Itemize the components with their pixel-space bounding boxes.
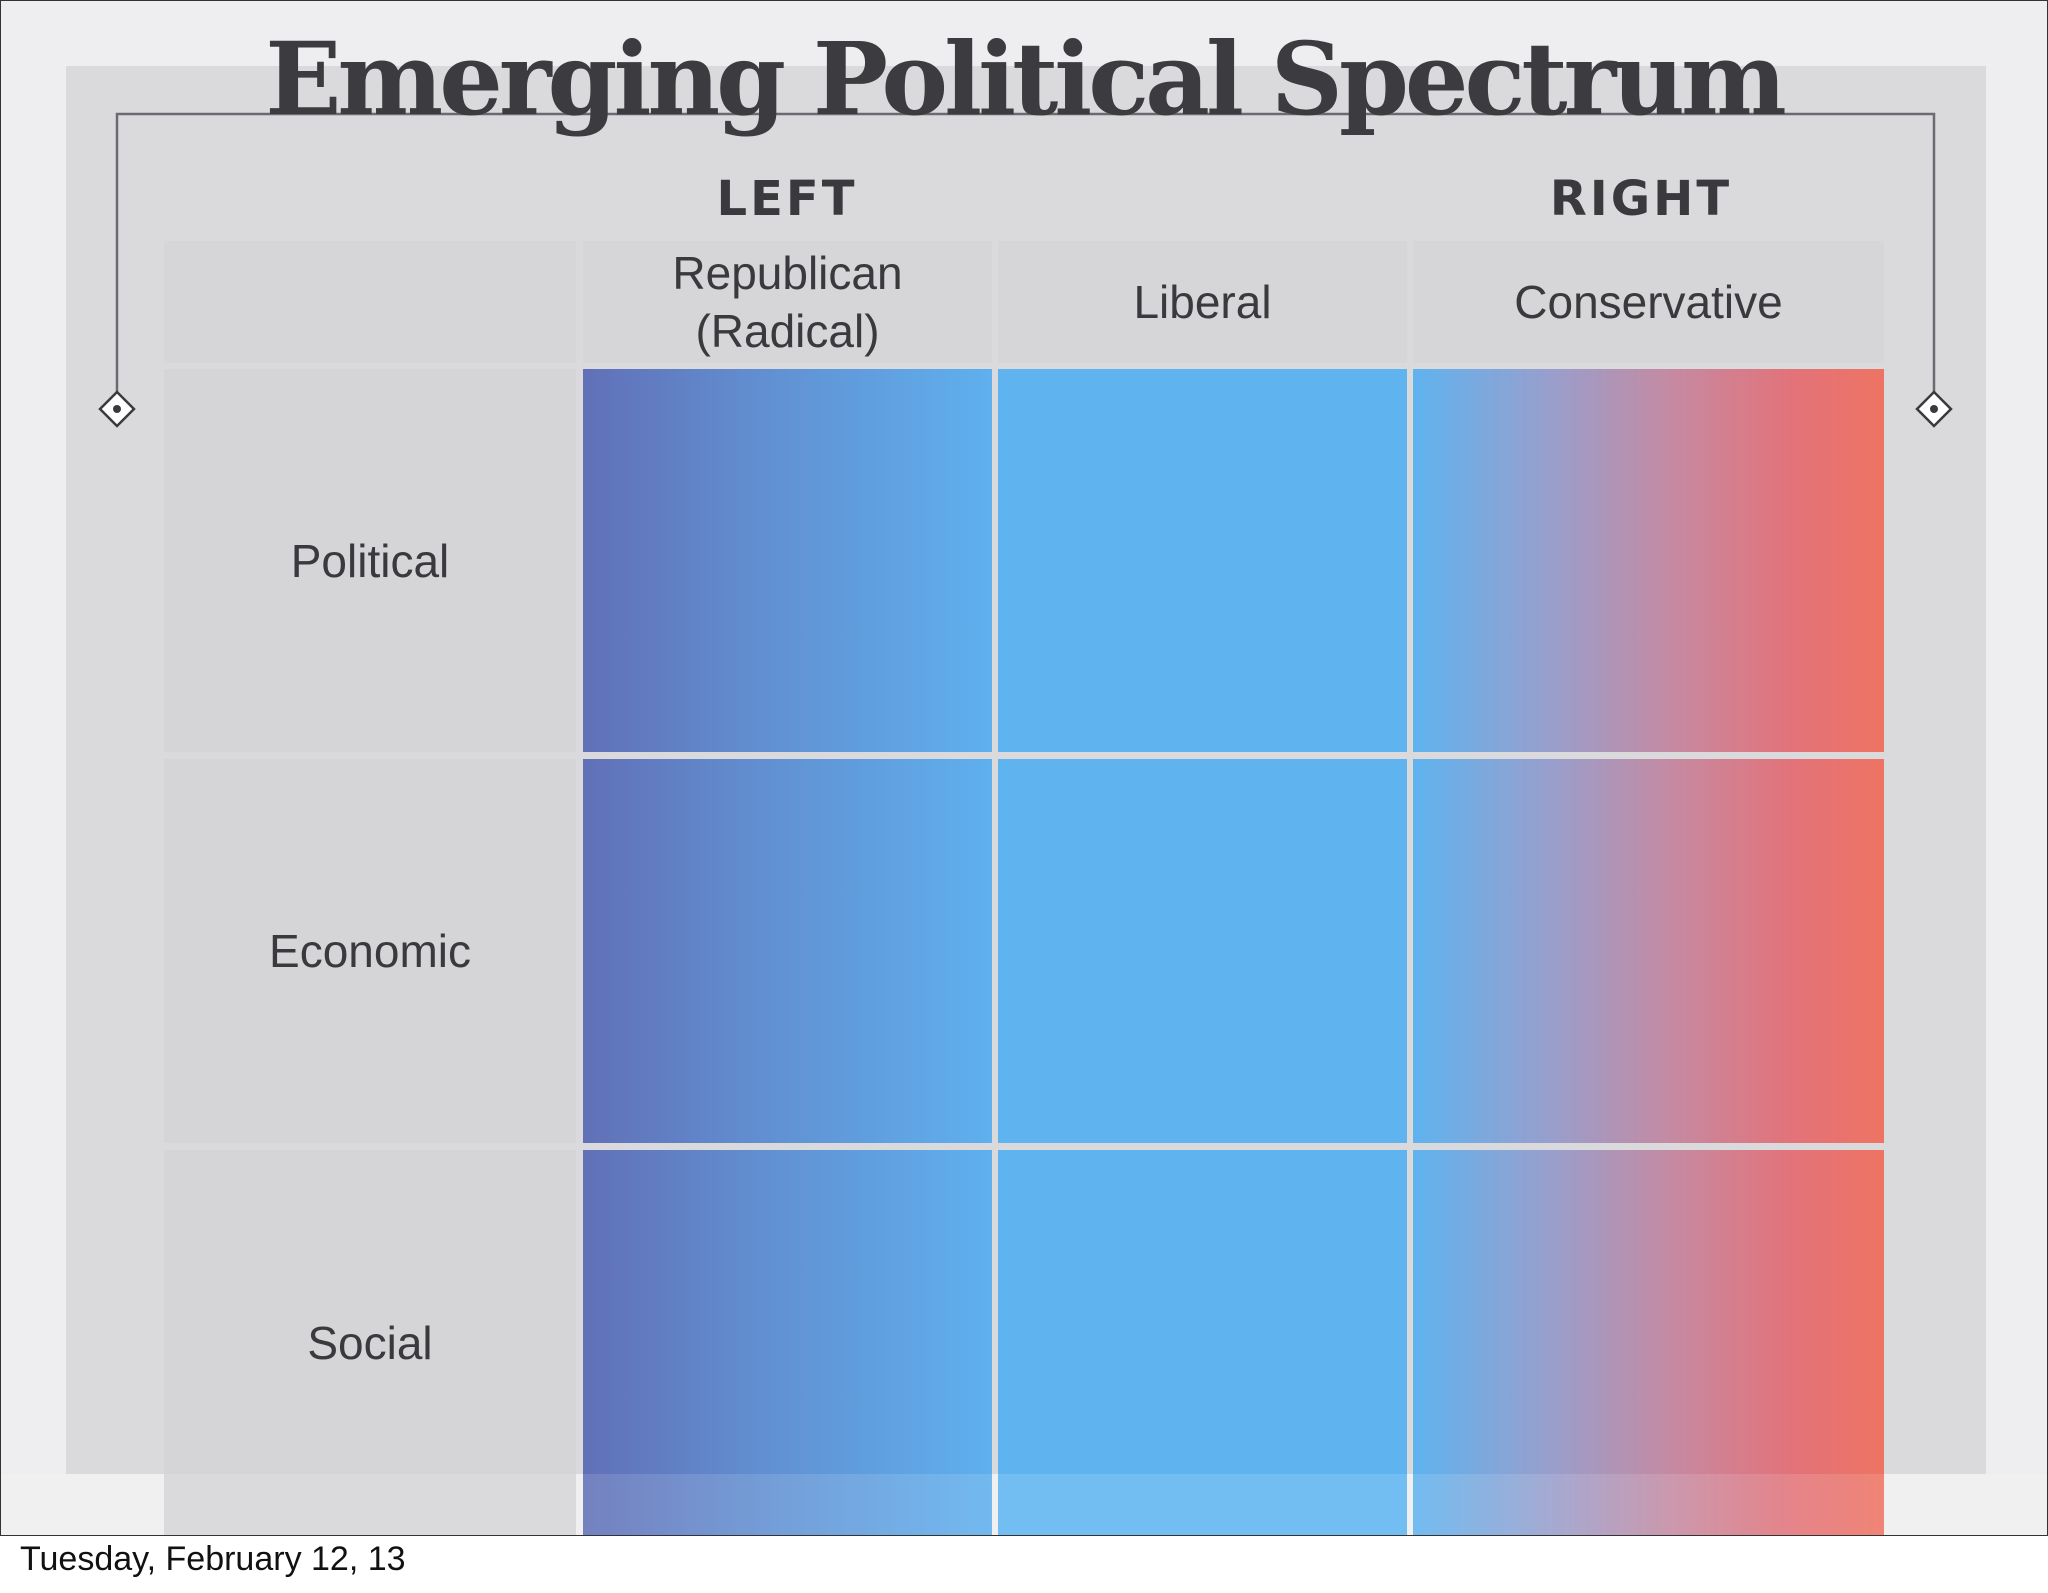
cell-economic-right <box>1413 759 1884 1143</box>
column-header-republican: Republican (Radical) <box>583 241 992 363</box>
slide-title: Emerging Political Spectrum <box>265 20 1787 138</box>
cell-political-left <box>583 369 992 752</box>
column-header-line1: Liberal <box>1133 276 1272 328</box>
spectrum-table: Republican (Radical) Liberal Conservativ… <box>164 241 1884 1535</box>
column-header-liberal: Liberal <box>998 241 1407 363</box>
slide: Emerging Political Spectrum LEFT RIGHT R… <box>0 0 2048 1536</box>
row-label-political: Political <box>164 369 576 752</box>
row-label-economic: Economic <box>164 759 576 1143</box>
cell-economic-left <box>583 759 992 1143</box>
column-header-line1: Conservative <box>1514 276 1783 328</box>
cell-economic-middle <box>998 759 1407 1143</box>
header-corner-cell <box>164 241 576 363</box>
cell-political-right <box>1413 369 1884 752</box>
column-header-conservative: Conservative <box>1413 241 1884 363</box>
footer-date: Tuesday, February 12, 13 <box>20 1540 406 1578</box>
cell-social-middle <box>998 1150 1407 1535</box>
column-header-line1: Republican <box>672 247 903 299</box>
cell-political-middle <box>998 369 1407 752</box>
right-label: RIGHT <box>1549 171 1733 227</box>
left-label: LEFT <box>716 171 858 227</box>
row-label-social: Social <box>164 1150 576 1535</box>
cell-social-left <box>583 1150 992 1535</box>
cell-social-right <box>1413 1150 1884 1535</box>
column-header-line2: (Radical) <box>695 305 880 357</box>
